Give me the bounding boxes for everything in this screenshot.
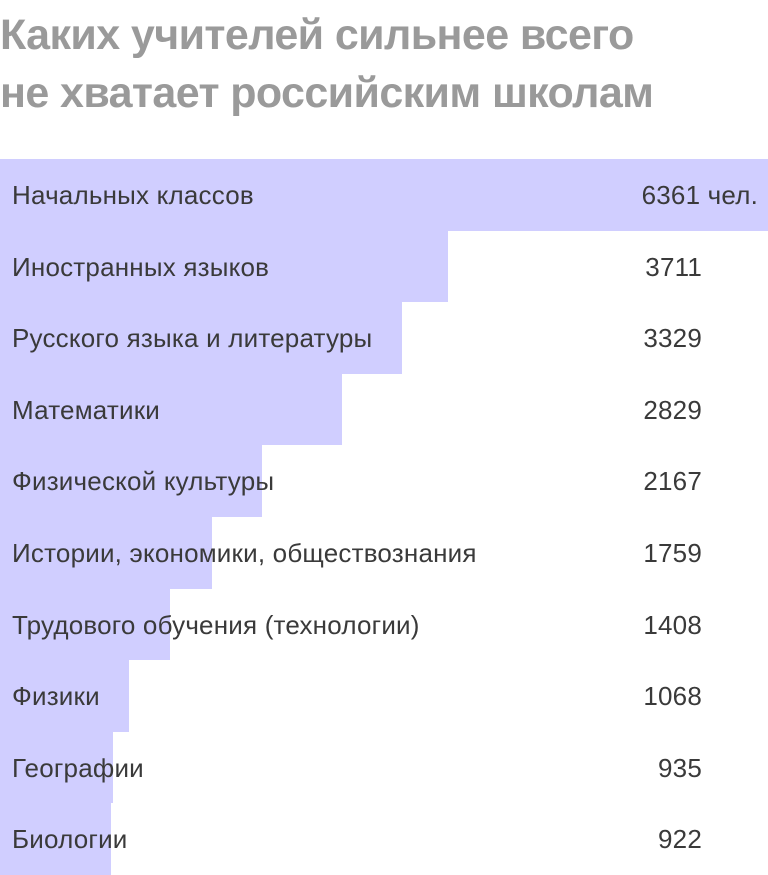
category-label: Математики	[12, 394, 161, 425]
value-label: 1759	[643, 538, 702, 568]
category-label: Физической культуры	[12, 466, 275, 497]
chart-title: Каких учителей сильнее всего не хватает …	[0, 6, 768, 122]
value-label: 3711	[645, 251, 702, 282]
value-label: 2829	[643, 394, 702, 425]
category-label: Начальных классов	[12, 180, 254, 210]
bar-chart: Начальных классов 6361 чел. Иностранных яз…	[0, 159, 768, 875]
value-label: 6361 чел.	[641, 180, 758, 210]
value-label: 1068	[643, 681, 702, 712]
bar	[0, 588, 170, 661]
value-label: 922	[658, 824, 702, 855]
bar	[0, 731, 113, 804]
category-label: Физики	[12, 681, 100, 712]
value-label: 3329	[643, 323, 702, 354]
chart-title-line-2: не хватает российским школам	[0, 69, 654, 117]
category-label: Биологии	[12, 824, 128, 855]
category-label: Географии	[12, 752, 144, 783]
bar	[0, 159, 768, 231]
value-label: 2167	[643, 466, 702, 497]
category-label: Истории, экономики, обществознания	[12, 538, 477, 568]
bar	[0, 302, 402, 374]
value-label: 935	[658, 752, 702, 783]
bar	[0, 445, 262, 517]
bar	[0, 373, 342, 446]
chart-title-line-1: Каких учителей сильнее всего	[0, 11, 634, 59]
bar	[0, 230, 449, 303]
value-label: 1408	[643, 609, 702, 640]
category-label: Трудового обучения (технологии)	[12, 609, 420, 640]
category-label: Иностранных языков	[12, 251, 270, 282]
bar	[0, 517, 213, 589]
bar	[0, 803, 112, 875]
category-label: Русского языка и литературы	[12, 323, 373, 354]
bar	[0, 660, 129, 732]
